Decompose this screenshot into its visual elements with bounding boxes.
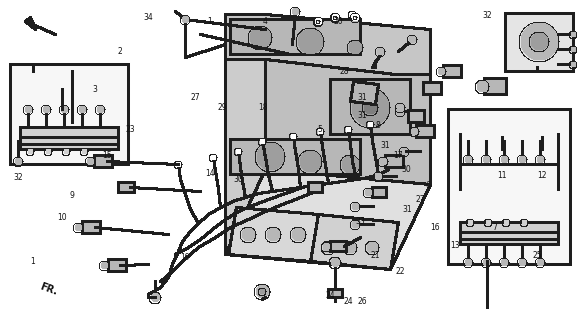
Text: 17: 17 bbox=[393, 150, 403, 159]
Text: 21: 21 bbox=[370, 251, 380, 260]
Text: 14: 14 bbox=[205, 169, 215, 178]
Text: 30: 30 bbox=[401, 165, 411, 174]
Text: 1: 1 bbox=[31, 258, 35, 267]
Text: 31: 31 bbox=[402, 205, 412, 214]
Text: 5: 5 bbox=[317, 125, 323, 134]
Text: 31: 31 bbox=[380, 140, 390, 149]
Text: 19: 19 bbox=[180, 253, 190, 262]
Text: 6: 6 bbox=[426, 180, 430, 189]
Text: 1: 1 bbox=[208, 18, 212, 27]
Text: 2: 2 bbox=[118, 47, 122, 57]
Text: 10: 10 bbox=[57, 213, 67, 222]
Text: 33: 33 bbox=[355, 218, 365, 227]
Text: 15: 15 bbox=[102, 150, 112, 159]
Text: 23: 23 bbox=[125, 125, 135, 134]
Text: 9: 9 bbox=[70, 190, 74, 199]
Text: 31: 31 bbox=[357, 111, 367, 121]
Text: 13: 13 bbox=[450, 241, 460, 250]
Text: 22: 22 bbox=[395, 268, 404, 276]
Text: 20: 20 bbox=[333, 18, 343, 27]
Text: 30: 30 bbox=[233, 175, 243, 185]
Text: 27: 27 bbox=[415, 196, 425, 204]
Text: 24: 24 bbox=[325, 291, 335, 300]
Text: 8: 8 bbox=[376, 121, 380, 130]
Text: 32: 32 bbox=[482, 11, 492, 20]
Text: 3: 3 bbox=[92, 85, 98, 94]
Text: 24: 24 bbox=[343, 298, 353, 307]
Text: 32: 32 bbox=[13, 173, 23, 182]
Text: 16: 16 bbox=[430, 223, 440, 233]
Text: FR.: FR. bbox=[38, 282, 58, 297]
Text: 31: 31 bbox=[357, 93, 367, 102]
Text: 7: 7 bbox=[493, 223, 497, 233]
Text: 29: 29 bbox=[217, 103, 227, 113]
Text: 34: 34 bbox=[143, 13, 153, 22]
Text: 12: 12 bbox=[537, 171, 547, 180]
Text: 27: 27 bbox=[190, 93, 200, 102]
Text: 26: 26 bbox=[357, 298, 367, 307]
Text: 25: 25 bbox=[532, 251, 542, 260]
Text: 18: 18 bbox=[258, 103, 268, 113]
Text: 4: 4 bbox=[263, 18, 267, 27]
Text: 11: 11 bbox=[497, 171, 507, 180]
Text: 28: 28 bbox=[339, 68, 349, 76]
